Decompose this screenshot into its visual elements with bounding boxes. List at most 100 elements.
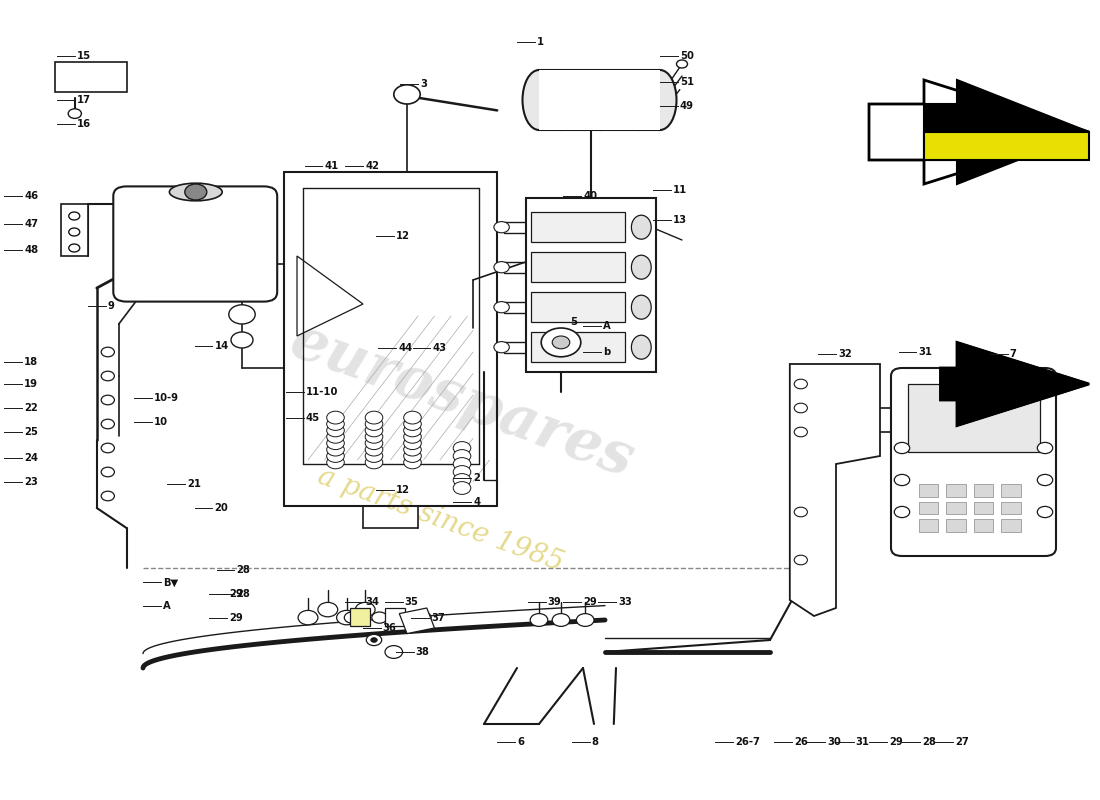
Circle shape	[552, 336, 570, 349]
Text: 42: 42	[365, 161, 380, 170]
Text: 11-10: 11-10	[306, 387, 338, 397]
Text: 14: 14	[214, 342, 229, 351]
Bar	[526, 198, 656, 372]
Circle shape	[365, 443, 383, 456]
Circle shape	[494, 342, 509, 353]
Text: 10: 10	[154, 418, 168, 427]
Text: 12: 12	[396, 231, 410, 241]
Text: 36: 36	[383, 623, 397, 633]
Circle shape	[344, 612, 360, 623]
Circle shape	[1037, 474, 1053, 486]
Bar	[974, 484, 993, 497]
Text: 3: 3	[420, 79, 427, 89]
Bar	[908, 384, 1040, 452]
Ellipse shape	[631, 335, 651, 359]
Circle shape	[68, 109, 81, 118]
Text: 30: 30	[827, 738, 842, 747]
Text: 50: 50	[680, 51, 694, 61]
Text: 27: 27	[955, 738, 968, 747]
Polygon shape	[790, 364, 880, 616]
Text: 25: 25	[24, 427, 38, 437]
Circle shape	[453, 482, 471, 494]
Circle shape	[229, 305, 255, 324]
Circle shape	[404, 456, 421, 469]
Circle shape	[327, 443, 344, 456]
Text: 39: 39	[548, 597, 561, 606]
Circle shape	[337, 610, 356, 625]
Circle shape	[404, 418, 421, 430]
Circle shape	[318, 602, 338, 617]
Text: 41: 41	[324, 161, 339, 170]
Text: A: A	[603, 322, 611, 331]
FancyBboxPatch shape	[113, 186, 277, 302]
Bar	[531, 252, 625, 282]
Text: 31: 31	[918, 347, 933, 357]
Text: B▼: B▼	[163, 578, 178, 587]
Bar	[918, 519, 938, 532]
Text: 46: 46	[24, 191, 38, 201]
Text: a parts since 1985: a parts since 1985	[314, 463, 566, 577]
Text: 28: 28	[236, 565, 251, 574]
Circle shape	[530, 614, 548, 626]
Ellipse shape	[522, 70, 556, 130]
Circle shape	[231, 332, 253, 348]
Circle shape	[298, 610, 318, 625]
Circle shape	[365, 424, 383, 437]
Circle shape	[404, 443, 421, 456]
Text: 49: 49	[680, 101, 694, 110]
Circle shape	[416, 612, 431, 623]
Ellipse shape	[631, 215, 651, 239]
Text: 28: 28	[236, 589, 251, 598]
Text: 4: 4	[473, 498, 480, 507]
Text: 26-7: 26-7	[735, 738, 760, 747]
Text: 35: 35	[405, 597, 419, 606]
Text: b: b	[603, 347, 611, 357]
Polygon shape	[924, 80, 1089, 184]
Circle shape	[372, 612, 387, 623]
Text: 29: 29	[229, 613, 242, 622]
Text: 21: 21	[187, 479, 201, 489]
Bar	[918, 502, 938, 514]
Circle shape	[327, 424, 344, 437]
Text: 33: 33	[618, 597, 631, 606]
Bar	[974, 502, 993, 514]
Circle shape	[394, 612, 409, 623]
Circle shape	[327, 450, 344, 462]
Circle shape	[794, 379, 807, 389]
Polygon shape	[940, 342, 1089, 426]
Bar	[60, 204, 88, 256]
Bar	[385, 608, 405, 626]
Circle shape	[365, 418, 383, 430]
Circle shape	[365, 456, 383, 469]
Bar	[924, 132, 1089, 160]
Text: 32: 32	[838, 349, 853, 358]
Circle shape	[576, 614, 594, 626]
Circle shape	[453, 442, 471, 454]
Text: 18: 18	[24, 357, 38, 366]
Polygon shape	[940, 342, 1089, 426]
Circle shape	[68, 228, 79, 236]
Circle shape	[676, 60, 688, 68]
Text: 5: 5	[570, 317, 576, 326]
Bar	[531, 212, 625, 242]
Text: 20: 20	[214, 503, 229, 513]
Circle shape	[794, 507, 807, 517]
Text: A: A	[163, 602, 170, 611]
Circle shape	[404, 437, 421, 450]
Circle shape	[794, 403, 807, 413]
Circle shape	[185, 184, 207, 200]
Bar	[946, 519, 966, 532]
Ellipse shape	[631, 255, 651, 279]
Circle shape	[68, 244, 79, 252]
Circle shape	[355, 602, 375, 617]
Text: eurospares: eurospares	[283, 312, 641, 488]
Circle shape	[101, 371, 114, 381]
Circle shape	[794, 555, 807, 565]
Text: 28: 28	[922, 738, 936, 747]
Text: 40: 40	[583, 191, 597, 201]
Text: 51: 51	[680, 77, 694, 86]
Circle shape	[68, 212, 79, 220]
Circle shape	[404, 411, 421, 424]
Circle shape	[494, 302, 509, 313]
Bar	[531, 292, 625, 322]
